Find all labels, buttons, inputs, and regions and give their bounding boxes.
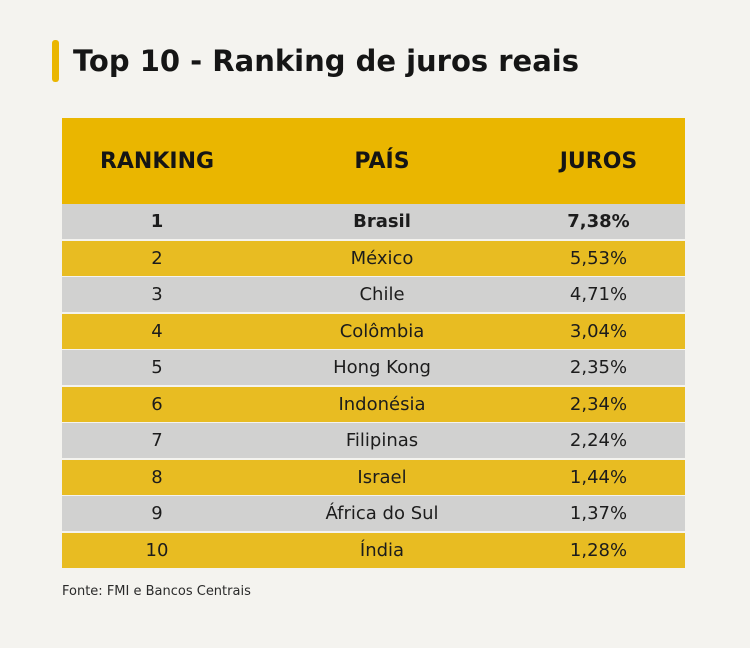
table-row: 5 Hong Kong 2,35% (62, 350, 685, 385)
country-cell: África do Sul (325, 503, 439, 524)
country-cell: Indonésia (338, 393, 426, 415)
table-row: 6 Indonésia 2,34% (62, 386, 685, 422)
title-accent-bar (52, 40, 59, 82)
country-cell: Brasil (353, 211, 411, 232)
country-cell: Colômbia (339, 320, 425, 342)
ranking-table: RANKING PAÍS JUROS 1 Brasil 7,38% 2 México 5,… (62, 118, 685, 568)
table-row: 9 África do Sul 1,37% (62, 496, 685, 531)
table-header: RANKING PAÍS JUROS (62, 118, 685, 204)
header-juros: JUROS (559, 148, 638, 174)
table-row: 10 Índia 1,28% (62, 532, 685, 568)
rate-cell: 1,44% (569, 466, 628, 488)
rank-cell: 6 (151, 393, 163, 415)
rate-cell: 3,04% (569, 320, 628, 342)
table-row: 7 Filipinas 2,24% (62, 423, 685, 458)
title-block: Top 10 - Ranking de juros reais (52, 38, 579, 84)
header-pais: PAÍS (354, 148, 410, 174)
country-cell: Israel (357, 466, 407, 488)
rank-cell: 4 (151, 320, 163, 342)
country-cell: México (350, 247, 414, 269)
header-ranking: RANKING (99, 148, 215, 174)
rate-cell: 2,35% (569, 357, 628, 378)
rank-cell: 8 (151, 466, 163, 488)
rank-cell: 7 (151, 430, 163, 451)
table-row: 3 Chile 4,71% (62, 277, 685, 312)
rate-cell: 7,38% (567, 211, 630, 232)
rate-cell: 2,34% (569, 393, 628, 415)
table-row: 4 Colômbia 3,04% (62, 313, 685, 349)
country-cell: Índia (359, 539, 405, 561)
country-cell: Hong Kong (333, 357, 431, 378)
rank-cell: 9 (151, 503, 163, 524)
rank-cell: 3 (151, 284, 163, 305)
rank-cell: 5 (151, 357, 163, 378)
rate-cell: 2,24% (569, 430, 628, 451)
rate-cell: 1,28% (569, 539, 628, 561)
table-row: 2 México 5,53% (62, 240, 685, 276)
table-row: 8 Israel 1,44% (62, 459, 685, 495)
source-note: Fonte: FMI e Bancos Centrais (62, 584, 251, 599)
table-body: 1 Brasil 7,38% 2 México 5,53% 3 Chile 4,71% 4 Colô… (62, 204, 685, 568)
rank-cell: 10 (145, 539, 169, 561)
rate-cell: 4,71% (569, 284, 628, 305)
rate-cell: 1,37% (569, 503, 628, 524)
country-cell: Chile (359, 284, 405, 305)
rank-cell: 1 (150, 211, 164, 232)
rank-cell: 2 (151, 247, 163, 269)
table-row: 1 Brasil 7,38% (62, 204, 685, 239)
rate-cell: 5,53% (569, 247, 628, 269)
country-cell: Filipinas (345, 430, 419, 451)
page-title: Top 10 - Ranking de juros reais (73, 44, 579, 78)
